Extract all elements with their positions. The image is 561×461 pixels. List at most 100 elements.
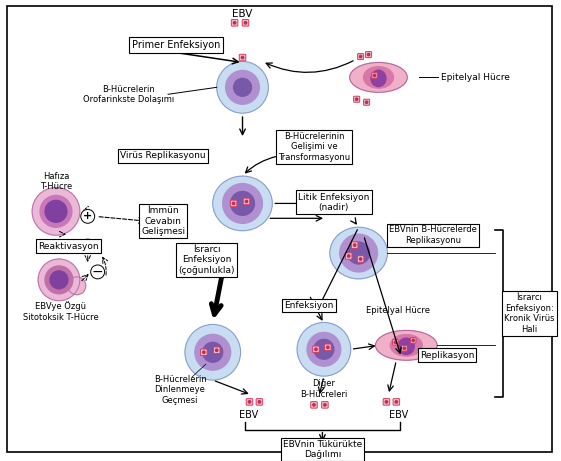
FancyBboxPatch shape	[372, 73, 378, 78]
FancyBboxPatch shape	[366, 52, 371, 58]
Circle shape	[314, 339, 334, 359]
Circle shape	[307, 332, 341, 366]
Ellipse shape	[364, 67, 393, 88]
Circle shape	[412, 339, 415, 342]
Ellipse shape	[371, 70, 386, 87]
Circle shape	[258, 401, 261, 403]
FancyBboxPatch shape	[321, 402, 328, 408]
Circle shape	[50, 271, 68, 289]
Text: EBVnin Tükürükte
Dağılımı: EBVnin Tükürükte Dağılımı	[283, 440, 362, 459]
Text: B-Hücrelerin
Dinlenmeye
Geçmesi: B-Hücrelerin Dinlenmeye Geçmesi	[154, 375, 206, 405]
Text: EBVye Özgü
Sitotoksik T-Hücre: EBVye Özgü Sitotoksik T-Hücre	[23, 301, 99, 322]
Circle shape	[367, 53, 370, 56]
FancyBboxPatch shape	[364, 99, 370, 105]
FancyBboxPatch shape	[353, 96, 360, 102]
Circle shape	[68, 277, 86, 295]
Circle shape	[327, 346, 329, 349]
Circle shape	[233, 78, 251, 96]
Circle shape	[395, 401, 398, 403]
FancyBboxPatch shape	[393, 399, 399, 405]
Circle shape	[231, 191, 255, 215]
Ellipse shape	[213, 176, 272, 230]
Circle shape	[356, 98, 358, 100]
Text: Virüs Replikasyonu: Virüs Replikasyonu	[120, 151, 206, 160]
FancyBboxPatch shape	[402, 346, 407, 351]
Text: EBV: EBV	[232, 9, 252, 19]
Text: İsrarcı
Enfeksiyon
(çoğunlukla): İsrarcı Enfeksiyon (çoğunlukla)	[178, 245, 235, 275]
Circle shape	[324, 404, 326, 406]
Circle shape	[385, 401, 388, 403]
Circle shape	[233, 22, 236, 24]
Circle shape	[45, 266, 73, 294]
Circle shape	[91, 265, 104, 279]
Text: Diğer
B-Hücreleri: Diğer B-Hücreleri	[300, 379, 348, 399]
FancyBboxPatch shape	[7, 6, 552, 451]
Text: +: +	[83, 211, 93, 221]
Ellipse shape	[390, 335, 422, 356]
Circle shape	[347, 255, 350, 257]
FancyBboxPatch shape	[357, 53, 364, 59]
Text: Epitelyal Hücre: Epitelyal Hücre	[441, 73, 510, 82]
Text: EBV: EBV	[389, 410, 408, 420]
Circle shape	[81, 209, 95, 223]
FancyBboxPatch shape	[312, 346, 319, 353]
FancyBboxPatch shape	[383, 399, 390, 405]
Text: B-Hücrelerinin
Gelişimi ve
Transformasyonu: B-Hücrelerinin Gelişimi ve Transformasyo…	[278, 132, 350, 162]
FancyBboxPatch shape	[200, 349, 207, 355]
FancyBboxPatch shape	[357, 256, 364, 262]
Text: B-Hücrelerin
Orofarinkste Dolaşımı: B-Hücrelerin Orofarinkste Dolaşımı	[83, 84, 174, 104]
Text: Hafıza
T-Hücre: Hafıza T-Hücre	[40, 172, 72, 191]
Text: Litik Enfeksiyon
(nadir): Litik Enfeksiyon (nadir)	[298, 193, 370, 212]
Circle shape	[315, 348, 317, 350]
Text: İsrarcı
Enfeksiyon:
Kronik Virüs
Hali: İsrarcı Enfeksiyon: Kronik Virüs Hali	[504, 294, 555, 334]
Circle shape	[217, 61, 268, 113]
Circle shape	[40, 195, 72, 227]
Text: Replikasyon: Replikasyon	[420, 351, 474, 360]
FancyBboxPatch shape	[346, 253, 352, 259]
Circle shape	[241, 56, 243, 59]
Text: −: −	[92, 265, 103, 279]
Text: +: +	[83, 241, 93, 251]
Circle shape	[360, 55, 362, 58]
Ellipse shape	[375, 331, 437, 360]
Circle shape	[185, 325, 241, 380]
Circle shape	[360, 258, 362, 260]
Circle shape	[38, 259, 80, 301]
Circle shape	[249, 401, 251, 403]
Text: İmmün
Cevabın
Gelişmesi: İmmün Cevabın Gelişmesi	[141, 207, 185, 236]
Text: Reaktivasyon: Reaktivasyon	[39, 242, 99, 251]
Circle shape	[373, 74, 376, 77]
FancyBboxPatch shape	[231, 200, 237, 207]
Circle shape	[232, 202, 235, 205]
Ellipse shape	[350, 63, 407, 92]
Circle shape	[203, 351, 205, 354]
Circle shape	[394, 341, 397, 343]
Circle shape	[348, 242, 370, 264]
Circle shape	[203, 343, 223, 362]
FancyBboxPatch shape	[351, 242, 358, 248]
Circle shape	[365, 101, 368, 103]
Circle shape	[32, 188, 80, 235]
FancyBboxPatch shape	[243, 198, 250, 205]
Ellipse shape	[330, 227, 388, 279]
FancyBboxPatch shape	[231, 19, 238, 26]
Circle shape	[81, 239, 95, 253]
Circle shape	[215, 349, 218, 351]
FancyBboxPatch shape	[242, 19, 249, 26]
FancyBboxPatch shape	[311, 402, 318, 408]
Ellipse shape	[398, 338, 414, 355]
Text: Primer Enfeksiyon: Primer Enfeksiyon	[132, 40, 220, 50]
Circle shape	[353, 244, 356, 246]
Text: Epitelyal Hücre: Epitelyal Hücre	[366, 306, 430, 315]
FancyBboxPatch shape	[393, 340, 398, 345]
Text: Enfeksiyon: Enfeksiyon	[284, 301, 334, 310]
Circle shape	[223, 183, 263, 223]
FancyBboxPatch shape	[411, 337, 416, 343]
Circle shape	[297, 323, 351, 376]
Text: EBV: EBV	[239, 410, 258, 420]
Circle shape	[245, 200, 248, 203]
FancyBboxPatch shape	[246, 399, 253, 405]
Circle shape	[226, 71, 259, 104]
FancyBboxPatch shape	[239, 54, 246, 61]
FancyBboxPatch shape	[325, 344, 331, 350]
